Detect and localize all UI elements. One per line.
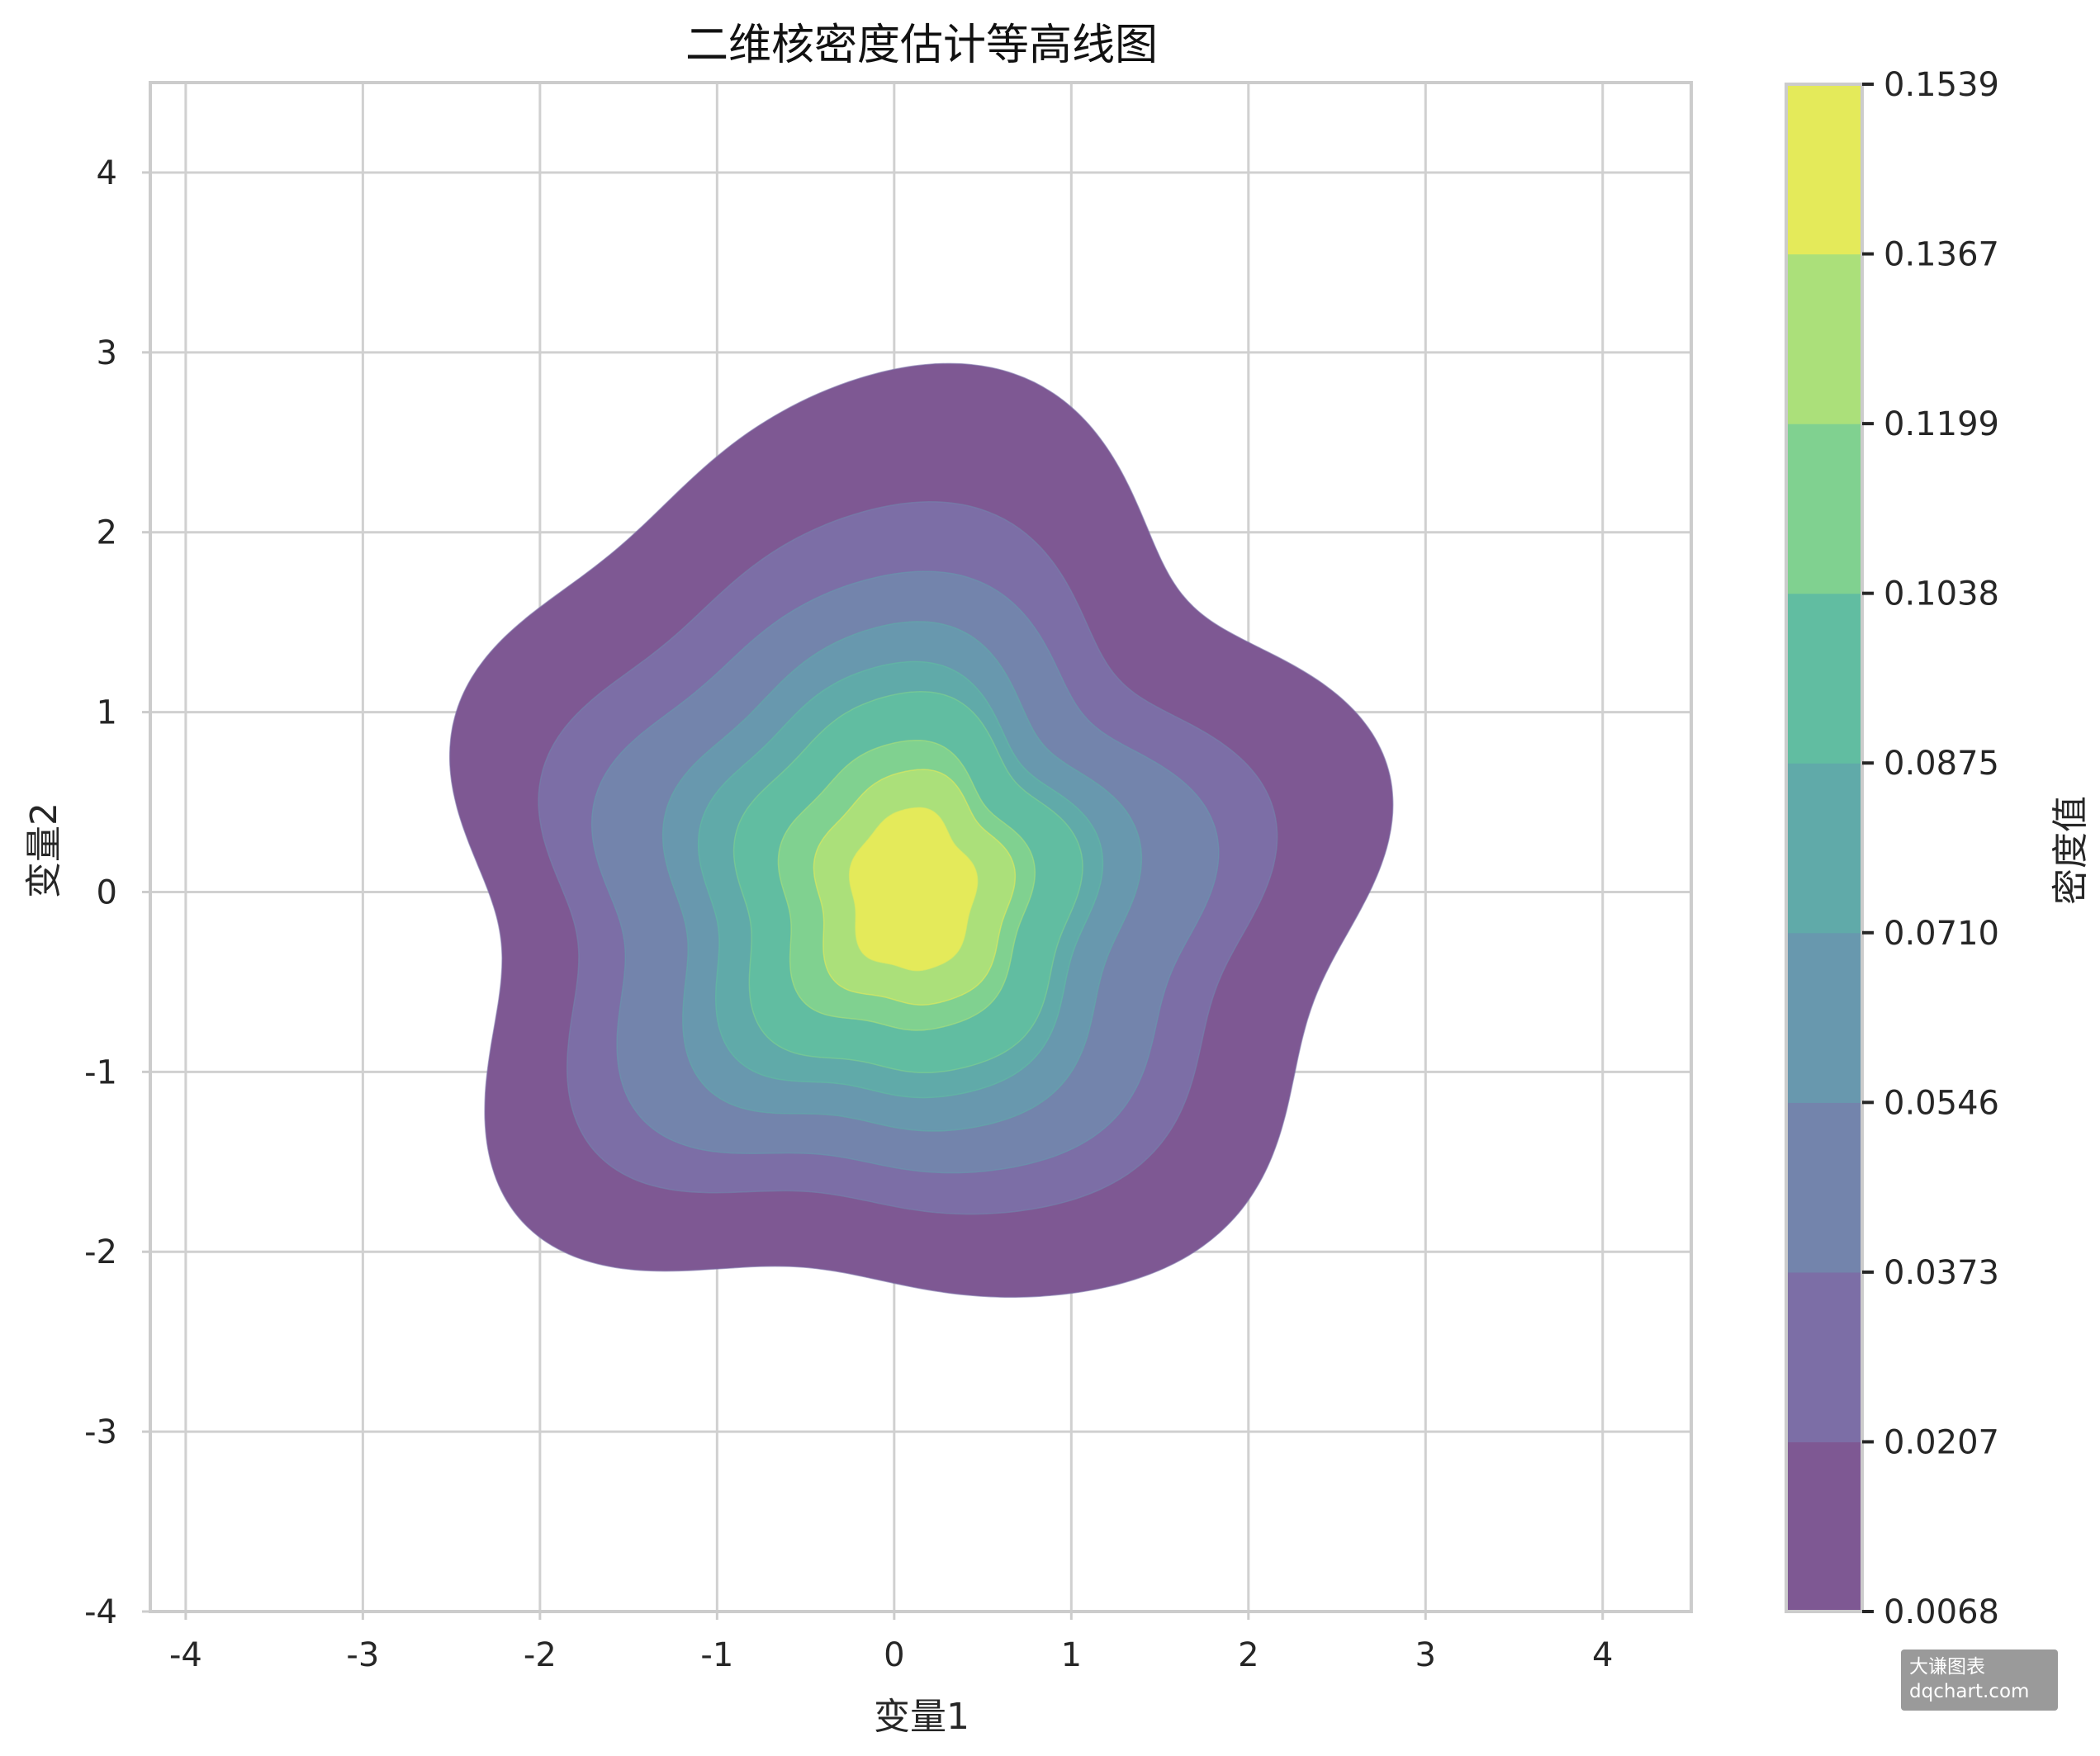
y-tick-labels: -4 -3 -2 -1 0 1 2 3 4 [84, 154, 150, 1631]
colorbar-tick-label: 0.1367 [1884, 236, 1999, 274]
colorbar-band [1786, 1271, 1862, 1443]
watermark: 大谦图表 dqchart.com [1901, 1650, 2058, 1711]
colorbar-tick-label: 0.1038 [1884, 575, 1999, 613]
colorbar-band [1786, 593, 1862, 764]
x-tick-label: 0 [884, 1636, 904, 1674]
x-tick-label: 2 [1238, 1636, 1259, 1674]
colorbar-tick-label: 0.1539 [1884, 66, 1999, 104]
colorbar-band [1786, 763, 1862, 934]
colorbar-tick-label: 0.0546 [1884, 1084, 1999, 1122]
colorbar-band [1786, 932, 1862, 1103]
colorbar-tick-label: 0.1199 [1884, 405, 1999, 443]
y-tick-label: 2 [97, 514, 117, 552]
y-axis-title: 变量2 [23, 802, 65, 898]
colorbar-title: 密度值 [2050, 796, 2092, 905]
colorbar-band [1786, 424, 1862, 594]
y-tick-label: 4 [97, 154, 117, 192]
contour-fills [448, 362, 1394, 1298]
colorbar-band [1786, 84, 1862, 255]
x-tick-label: -4 [169, 1636, 202, 1674]
colorbar: 0.0068 0.0207 0.0373 0.0546 0.0710 0.0875 0.10… [1785, 66, 1999, 1631]
colorbar-frame [1785, 83, 1864, 1613]
colorbar-tick-label: 0.0207 [1884, 1423, 1999, 1461]
chart-title: 二维核密度估计等高线图 [685, 21, 1158, 70]
y-tick-label: -2 [84, 1233, 117, 1271]
x-tick-label: -2 [524, 1636, 557, 1674]
colorbar-band [1786, 1441, 1862, 1612]
colorbar-tick-label: 0.0875 [1884, 745, 1999, 783]
colorbar-tick-label: 0.0710 [1884, 915, 1999, 953]
x-tick-labels: -4 -3 -2 -1 0 1 2 3 4 [169, 1612, 1613, 1674]
contour-level-8 [848, 807, 979, 972]
colorbar-tick-label: 0.0068 [1884, 1593, 1999, 1631]
x-tick-label: -1 [700, 1636, 733, 1674]
x-tick-label: -3 [346, 1636, 379, 1674]
x-tick-label: 4 [1592, 1636, 1613, 1674]
plot-frame [149, 81, 1693, 1613]
y-tick-label: 1 [97, 694, 117, 732]
colorbar-band [1786, 1102, 1862, 1273]
y-tick-label: 3 [97, 334, 117, 372]
watermark-line2: dqchart.com [1909, 1681, 2030, 1702]
y-tick-label: -4 [84, 1593, 117, 1631]
y-tick-label: 0 [97, 873, 117, 911]
y-tick-label: -3 [84, 1413, 117, 1451]
watermark-line1: 大谦图表 [1909, 1656, 1985, 1678]
x-axis-title: 变量1 [874, 1696, 969, 1738]
colorbar-tick-label: 0.0373 [1884, 1254, 1999, 1292]
x-tick-label: 1 [1061, 1636, 1082, 1674]
colorbar-band [1786, 253, 1862, 424]
y-tick-label: -1 [84, 1053, 117, 1091]
x-tick-label: 3 [1415, 1636, 1436, 1674]
